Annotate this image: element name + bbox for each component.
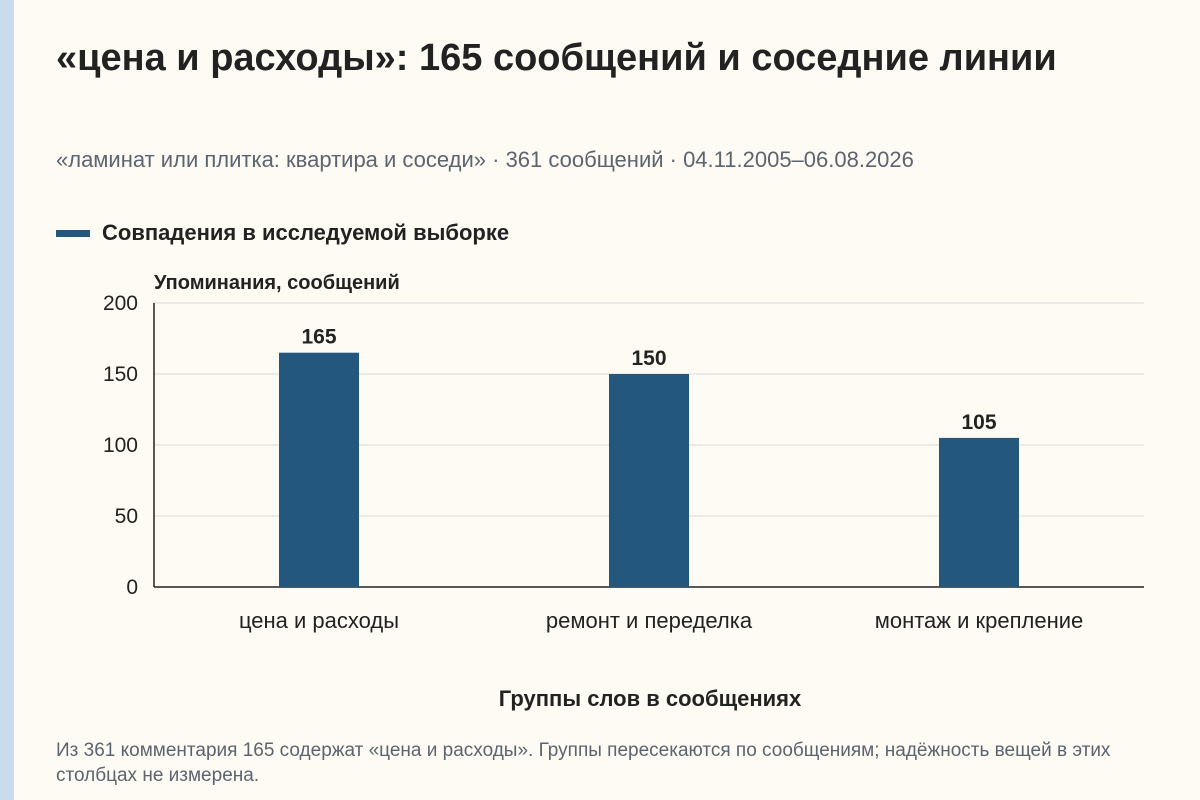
- x-axis-label: Группы слов в сообщениях: [498, 686, 802, 711]
- bar: [609, 374, 689, 587]
- chart-subtitle: «ламинат или плитка: квартира и соседи» …: [56, 147, 914, 172]
- x-tick-label: цена и расходы: [239, 608, 399, 633]
- bar-value-label: 150: [631, 347, 666, 370]
- x-tick-label: монтаж и крепление: [875, 608, 1084, 633]
- bar-value-label: 105: [961, 411, 996, 434]
- y-tick-label: 0: [126, 576, 138, 599]
- legend: Совпадения в исследуемой выборке: [56, 218, 509, 248]
- bar-value-label: 165: [301, 326, 336, 349]
- y-tick-label: 150: [103, 363, 138, 386]
- y-axis-label: Упоминания, сообщений: [154, 272, 400, 294]
- chart-title: «цена и расходы»: 165 сообщений и соседн…: [56, 37, 1057, 79]
- legend-label: Совпадения в исследуемой выборке: [102, 220, 510, 245]
- bar: [939, 437, 1019, 587]
- footnote: Из 361 комментария 165 содержат «цена и …: [56, 740, 1111, 786]
- y-tick-label: 50: [115, 505, 138, 528]
- y-tick-label: 200: [103, 292, 138, 315]
- y-tick-label: 100: [103, 434, 138, 457]
- x-tick-label: ремонт и переделка: [546, 608, 753, 633]
- legend-swatch: [56, 229, 90, 237]
- left-accent-stripe: [0, 0, 14, 800]
- bar: [279, 352, 359, 587]
